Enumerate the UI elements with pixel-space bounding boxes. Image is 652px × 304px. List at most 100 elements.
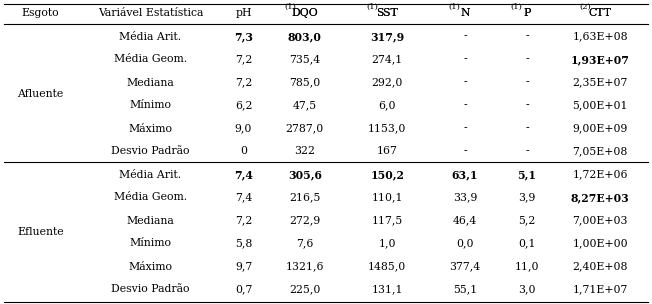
Text: 7,4: 7,4 [235,192,252,202]
Text: (1): (1) [511,3,522,11]
Text: N: N [460,8,470,18]
Text: Efluente: Efluente [18,227,64,237]
Text: 1,0: 1,0 [378,239,396,248]
Text: 110,1: 110,1 [372,192,403,202]
Text: 6,2: 6,2 [235,101,252,110]
Text: 33,9: 33,9 [453,192,477,202]
Text: -: - [463,32,467,42]
Text: 322: 322 [294,147,315,157]
Text: 7,3: 7,3 [234,31,253,42]
Text: 272,9: 272,9 [289,216,320,226]
Text: -: - [463,101,467,110]
Text: (1): (1) [366,3,378,11]
Text: 1321,6: 1321,6 [286,261,324,271]
Text: Afluente: Afluente [18,89,64,99]
Text: CTT: CTT [589,8,612,18]
Text: 8,27E+03: 8,27E+03 [570,192,629,203]
Text: Esgoto: Esgoto [22,8,59,18]
Text: -: - [525,147,529,157]
Text: 7,00E+03: 7,00E+03 [572,216,628,226]
Text: pH: pH [235,8,252,18]
Text: DQO: DQO [291,8,318,18]
Text: 317,9: 317,9 [370,31,404,42]
Text: -: - [525,123,529,133]
Text: 7,05E+08: 7,05E+08 [572,147,628,157]
Text: CTT: CTT [589,8,612,18]
Text: SST: SST [376,8,398,18]
Text: -: - [463,123,467,133]
Text: Mediana: Mediana [126,216,174,226]
Text: 785,0: 785,0 [289,78,320,88]
Text: Mediana: Mediana [126,78,174,88]
Text: 150,2: 150,2 [370,169,404,180]
Text: 9,0: 9,0 [235,123,252,133]
Text: 6,0: 6,0 [378,101,396,110]
Text: 5,2: 5,2 [518,216,535,226]
Text: 1153,0: 1153,0 [368,123,406,133]
Text: 225,0: 225,0 [289,285,320,295]
Text: 5,1: 5,1 [518,169,537,180]
Text: 0: 0 [240,147,247,157]
Text: 292,0: 292,0 [372,78,403,88]
Text: Média Arit.: Média Arit. [119,32,181,42]
Text: Mínimo: Mínimo [129,239,171,248]
Text: 9,00E+09: 9,00E+09 [572,123,628,133]
Text: 377,4: 377,4 [449,261,481,271]
Text: 216,5: 216,5 [289,192,320,202]
Text: 274,1: 274,1 [372,54,403,64]
Text: 5,8: 5,8 [235,239,252,248]
Text: 46,4: 46,4 [453,216,477,226]
Text: Média Geom.: Média Geom. [114,54,187,64]
Text: 55,1: 55,1 [453,285,477,295]
Text: 167: 167 [377,147,398,157]
Text: 7,4: 7,4 [234,169,253,180]
Text: 1,63E+08: 1,63E+08 [572,32,628,42]
Text: 2,40E+08: 2,40E+08 [572,261,628,271]
Text: 3,9: 3,9 [518,192,535,202]
Text: 9,7: 9,7 [235,261,252,271]
Text: P: P [523,8,531,18]
Text: Máximo: Máximo [128,123,172,133]
Text: Desvio Padrão: Desvio Padrão [111,147,190,157]
Text: -: - [463,78,467,88]
Text: -: - [525,54,529,64]
Text: 1,00E+00: 1,00E+00 [572,239,628,248]
Text: -: - [525,101,529,110]
Text: (2): (2) [580,3,591,11]
Text: -: - [525,32,529,42]
Text: Média Arit.: Média Arit. [119,170,181,179]
Text: 5,00E+01: 5,00E+01 [572,101,628,110]
Text: 7,2: 7,2 [235,78,252,88]
Text: Máximo: Máximo [128,261,172,271]
Text: -: - [463,54,467,64]
Text: 1,72E+06: 1,72E+06 [572,170,628,179]
Text: Variável Estatística: Variável Estatística [98,8,203,18]
Text: DQO: DQO [291,8,318,18]
Text: Média Geom.: Média Geom. [114,192,187,202]
Text: 11,0: 11,0 [514,261,539,271]
Text: 7,6: 7,6 [296,239,314,248]
Text: 63,1: 63,1 [452,169,479,180]
Text: 803,0: 803,0 [288,31,321,42]
Text: 131,1: 131,1 [372,285,403,295]
Text: 305,6: 305,6 [288,169,321,180]
Text: Desvio Padrão: Desvio Padrão [111,285,190,295]
Text: 117,5: 117,5 [372,216,403,226]
Text: 1,93E+07: 1,93E+07 [570,54,630,65]
Text: (1): (1) [449,3,460,11]
Text: 0,1: 0,1 [518,239,536,248]
Text: SST: SST [376,8,398,18]
Text: -: - [525,78,529,88]
Text: 735,4: 735,4 [289,54,320,64]
Text: 0,0: 0,0 [456,239,474,248]
Text: (1): (1) [284,3,296,11]
Text: N: N [460,8,470,18]
Text: 2787,0: 2787,0 [286,123,324,133]
Text: 3,0: 3,0 [518,285,536,295]
Text: -: - [463,147,467,157]
Text: 1,71E+07: 1,71E+07 [572,285,628,295]
Text: 7,2: 7,2 [235,216,252,226]
Text: 47,5: 47,5 [293,101,317,110]
Text: P: P [523,8,531,18]
Text: 1485,0: 1485,0 [368,261,406,271]
